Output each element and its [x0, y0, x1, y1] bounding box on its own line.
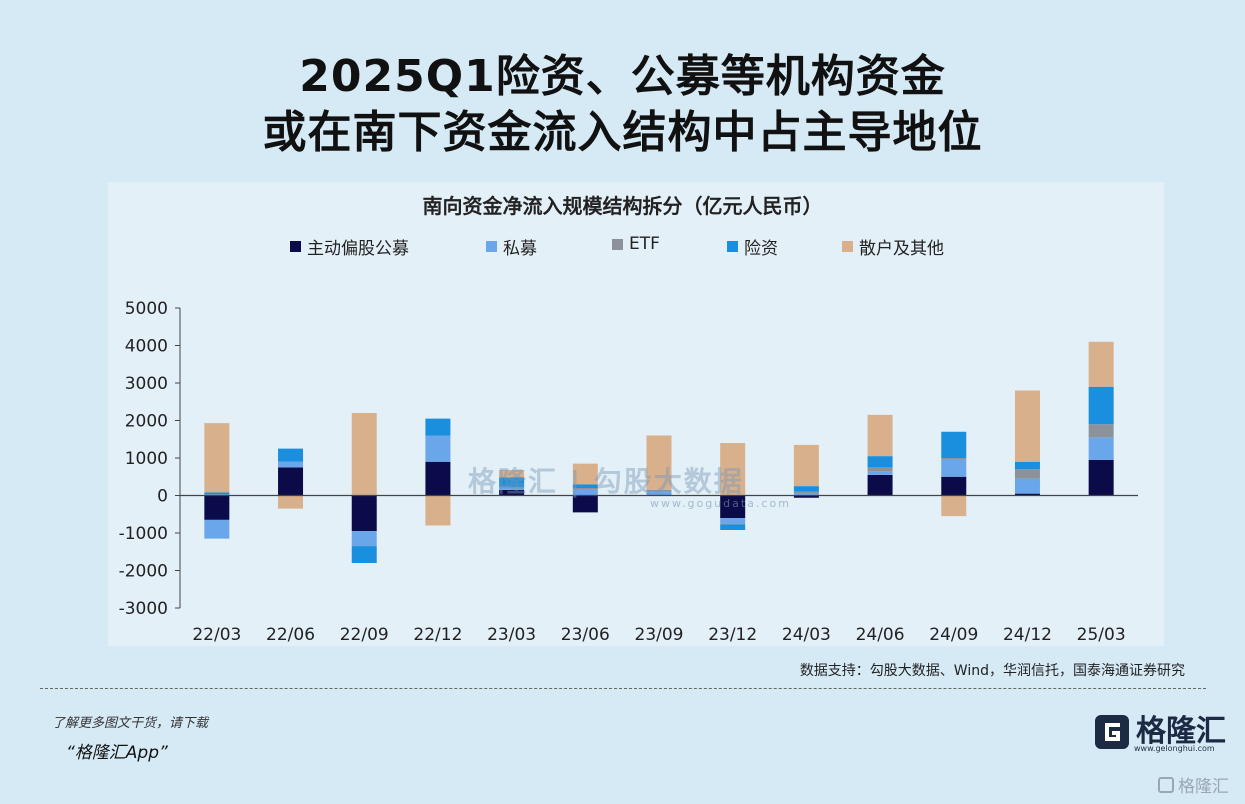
bar-segment [1015, 391, 1040, 462]
bar-segment [204, 496, 229, 520]
bar-segment [794, 492, 819, 494]
x-tick-label: 24/09 [929, 625, 978, 645]
bar-segment [720, 524, 745, 525]
bar-segment [1089, 460, 1114, 496]
bar-segment [352, 546, 377, 563]
corner-watermark: 格隆汇 [1158, 772, 1229, 797]
bar-segment [204, 423, 229, 492]
footer-text: 了解更多图文干货，请下载 [52, 712, 208, 731]
x-tick-label: 25/03 [1077, 625, 1126, 645]
corner-watermark-text: 格隆汇 [1178, 772, 1229, 797]
bar-segment [941, 458, 966, 460]
y-tick-label: 0 [157, 487, 168, 507]
bar-segment [794, 445, 819, 486]
x-tick-label: 22/12 [413, 625, 462, 645]
bar-segment [204, 493, 229, 495]
x-tick-label: 24/12 [1003, 625, 1052, 645]
bar-segment [941, 496, 966, 517]
x-tick-label: 23/09 [635, 625, 684, 645]
corner-g-icon [1158, 777, 1174, 793]
bar-segment [1089, 342, 1114, 387]
y-tick-label: 5000 [125, 299, 168, 319]
x-tick-label: 23/06 [561, 625, 610, 645]
bar-segment [1089, 424, 1114, 437]
y-tick-label: -1000 [119, 524, 168, 544]
bar-segment [868, 415, 893, 456]
bar-segment [868, 456, 893, 467]
bar-segment [278, 496, 303, 509]
bar-segment [278, 467, 303, 495]
y-tick-label: 3000 [125, 374, 168, 394]
logo-g-icon [1094, 714, 1130, 750]
bar-segment [278, 462, 303, 468]
source-note: 数据支持：勾股大数据、Wind，华润信托，国泰海通证券研究 [800, 660, 1185, 680]
bar-segment [1015, 469, 1040, 478]
x-tick-label: 24/03 [782, 625, 831, 645]
bar-segment [425, 436, 450, 462]
divider [40, 688, 1206, 689]
y-tick-label: -2000 [119, 562, 168, 582]
footer-app-name: “格隆汇App” [66, 738, 168, 763]
bar-segment [204, 520, 229, 539]
bar-segment [1089, 437, 1114, 460]
y-tick-label: 1000 [125, 449, 168, 469]
bar-segment [868, 471, 893, 475]
watermark: 格隆汇 | 勾股大数据 [468, 460, 744, 500]
bar-segment [425, 419, 450, 436]
watermark-url: www.gogudata.com [650, 497, 791, 510]
bar-segment [941, 477, 966, 496]
bar-segment [425, 496, 450, 526]
bar-segment [868, 467, 893, 471]
y-tick-label: -3000 [119, 599, 168, 619]
bar-segment [1089, 387, 1114, 425]
x-tick-label: 23/03 [487, 625, 536, 645]
x-tick-label: 22/03 [192, 625, 241, 645]
x-tick-label: 22/09 [340, 625, 389, 645]
bar-segment [352, 496, 377, 532]
bar-segment [352, 531, 377, 546]
y-tick-label: 2000 [125, 412, 168, 432]
bar-segment [941, 460, 966, 477]
x-tick-label: 24/06 [856, 625, 905, 645]
bar-segment [868, 475, 893, 496]
x-tick-label: 22/06 [266, 625, 315, 645]
bar-segment [941, 432, 966, 458]
bar-segment [720, 524, 745, 530]
logo-url: www.gelonghui.com [1134, 744, 1215, 753]
logo-text: 格隆汇 [1136, 717, 1226, 747]
bar-segment [1015, 462, 1040, 470]
bar-segment [720, 518, 745, 524]
bar-segment [425, 462, 450, 496]
y-tick-label: 4000 [125, 337, 168, 357]
x-tick-label: 23/12 [708, 625, 757, 645]
bar-segment [278, 449, 303, 462]
bar-segment [352, 413, 377, 496]
bar-segment [1015, 479, 1040, 494]
bar-segment [794, 486, 819, 492]
